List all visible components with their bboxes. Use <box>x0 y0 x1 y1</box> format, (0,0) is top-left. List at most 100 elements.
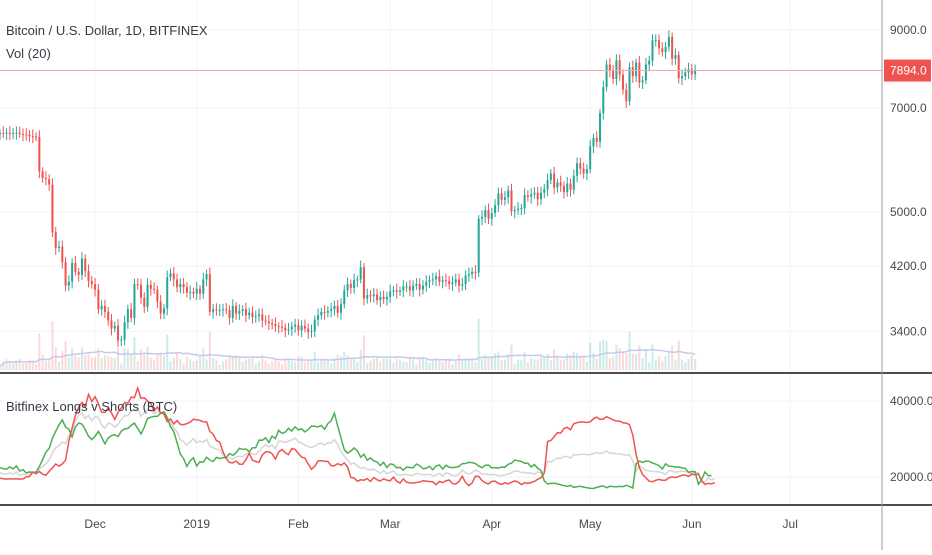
candle[interactable] <box>126 309 129 323</box>
candle[interactable] <box>362 267 365 299</box>
candle[interactable] <box>566 183 569 193</box>
candle[interactable] <box>471 271 474 275</box>
candle[interactable] <box>84 258 87 272</box>
candle[interactable] <box>120 339 123 341</box>
candle[interactable] <box>671 36 674 59</box>
candle[interactable] <box>513 210 516 212</box>
candle[interactable] <box>241 309 244 312</box>
candle[interactable] <box>582 168 585 174</box>
candle[interactable] <box>300 325 303 331</box>
candle[interactable] <box>192 291 195 294</box>
candle[interactable] <box>277 325 280 327</box>
candle[interactable] <box>641 80 644 83</box>
candle[interactable] <box>313 319 316 332</box>
candle[interactable] <box>51 184 54 233</box>
candle[interactable] <box>261 314 264 321</box>
candle[interactable] <box>172 273 175 280</box>
candle[interactable] <box>156 289 159 302</box>
candle[interactable] <box>15 132 18 134</box>
candle[interactable] <box>530 194 533 197</box>
candle[interactable] <box>517 208 520 211</box>
candle[interactable] <box>526 195 529 197</box>
candle[interactable] <box>218 310 221 312</box>
candle[interactable] <box>569 183 572 190</box>
candle[interactable] <box>635 62 638 77</box>
candle[interactable] <box>382 296 385 300</box>
candle[interactable] <box>64 262 67 286</box>
candle[interactable] <box>490 213 493 219</box>
candle[interactable] <box>280 326 283 328</box>
candle[interactable] <box>195 288 198 294</box>
candle[interactable] <box>208 274 211 312</box>
candle[interactable] <box>576 163 579 176</box>
candle[interactable] <box>28 135 31 137</box>
candle[interactable] <box>12 133 15 135</box>
candle[interactable] <box>418 284 421 290</box>
candle[interactable] <box>395 290 398 292</box>
candle[interactable] <box>271 323 274 325</box>
candle[interactable] <box>113 325 116 329</box>
candle[interactable] <box>320 311 323 316</box>
candle[interactable] <box>97 289 100 310</box>
candle[interactable] <box>71 262 74 282</box>
candle[interactable] <box>215 309 218 311</box>
candle[interactable] <box>503 197 506 200</box>
series-line-average[interactable] <box>0 406 715 484</box>
candle[interactable] <box>684 72 687 77</box>
candle[interactable] <box>458 279 461 286</box>
candle[interactable] <box>107 311 110 321</box>
candle[interactable] <box>87 271 90 281</box>
candle[interactable] <box>549 173 552 181</box>
candle[interactable] <box>307 328 310 333</box>
candle[interactable] <box>467 274 470 276</box>
candle[interactable] <box>133 284 136 318</box>
candle[interactable] <box>228 310 231 318</box>
candle[interactable] <box>90 280 93 285</box>
candle[interactable] <box>474 271 477 273</box>
candle[interactable] <box>595 137 598 142</box>
candle[interactable] <box>559 182 562 186</box>
candle[interactable] <box>638 62 641 83</box>
candle[interactable] <box>136 284 139 286</box>
candle[interactable] <box>654 40 657 42</box>
candle[interactable] <box>5 132 8 134</box>
candle[interactable] <box>77 271 80 275</box>
candle[interactable] <box>599 113 602 142</box>
candle[interactable] <box>166 277 169 309</box>
series-line-longs[interactable] <box>0 410 712 490</box>
candle[interactable] <box>258 314 261 317</box>
candle[interactable] <box>480 216 484 219</box>
candle[interactable] <box>100 305 103 310</box>
candle[interactable] <box>254 316 257 318</box>
candle[interactable] <box>297 324 300 331</box>
candle[interactable] <box>372 294 375 297</box>
candle[interactable] <box>330 309 333 312</box>
candle[interactable] <box>8 132 11 135</box>
candle[interactable] <box>18 132 21 135</box>
candle[interactable] <box>677 55 680 79</box>
candle[interactable] <box>602 87 605 114</box>
candle[interactable] <box>667 36 670 47</box>
candle[interactable] <box>444 280 447 282</box>
candle[interactable] <box>421 285 424 290</box>
candle[interactable] <box>412 285 415 291</box>
candle[interactable] <box>353 280 356 289</box>
candle[interactable] <box>425 281 428 286</box>
candle[interactable] <box>21 134 24 136</box>
candle[interactable] <box>510 190 513 212</box>
candle[interactable] <box>438 276 441 282</box>
candle[interactable] <box>290 326 293 330</box>
candle[interactable] <box>162 308 165 314</box>
candle[interactable] <box>359 267 362 280</box>
candle[interactable] <box>221 309 224 311</box>
candle[interactable] <box>585 169 588 174</box>
candle[interactable] <box>523 195 526 209</box>
candle[interactable] <box>428 280 431 282</box>
candle[interactable] <box>310 331 313 333</box>
candle[interactable] <box>533 192 536 195</box>
candle[interactable] <box>615 60 618 80</box>
candle[interactable] <box>94 284 97 290</box>
candle[interactable] <box>343 290 346 305</box>
candle[interactable] <box>58 246 61 248</box>
candle[interactable] <box>507 190 510 198</box>
